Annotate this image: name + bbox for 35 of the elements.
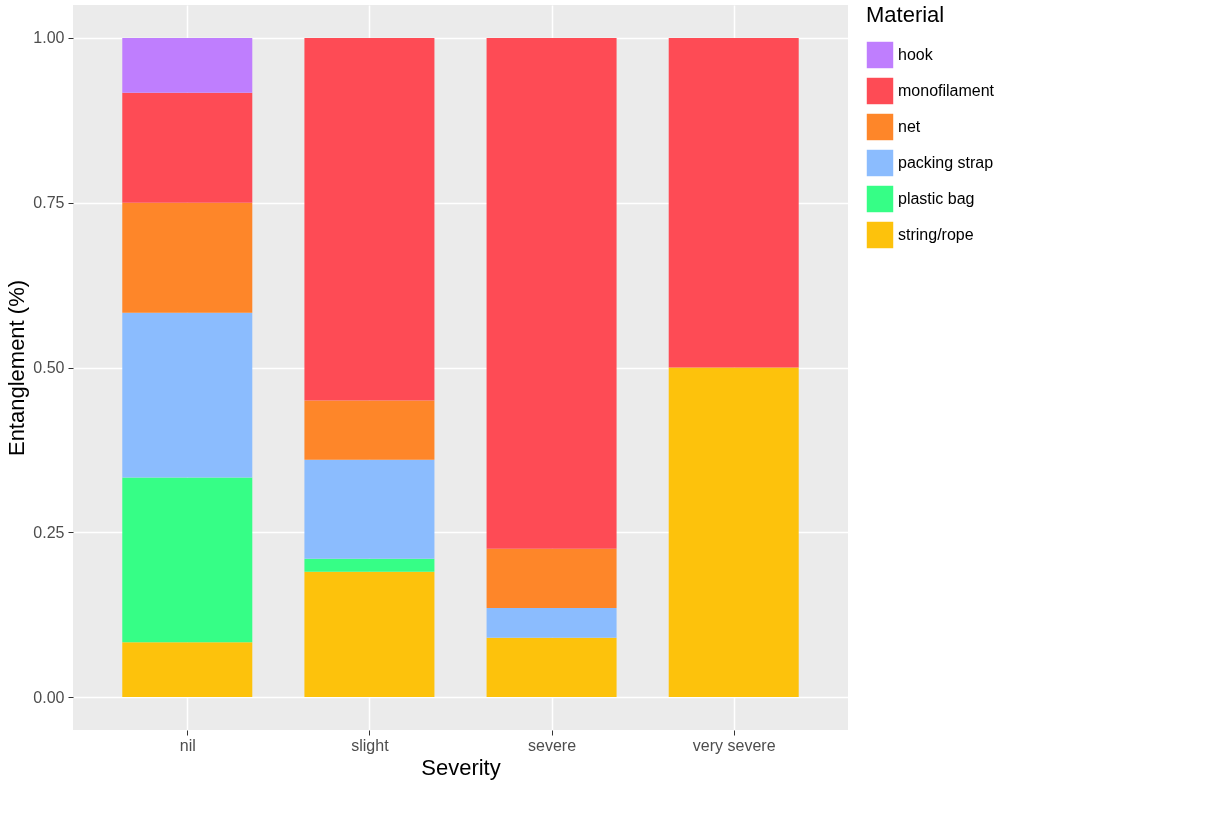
- bar: [122, 202, 253, 313]
- y-axis-title: Entanglement (%): [4, 279, 30, 457]
- bar: [122, 37, 253, 93]
- y-tick-label: 0.25: [33, 523, 65, 541]
- x-tick-label: severe: [528, 736, 577, 754]
- legend-label: plastic bag: [898, 190, 975, 207]
- bar: [486, 637, 617, 698]
- bar: [668, 367, 799, 698]
- legend-label: net: [898, 118, 921, 135]
- legend-label: monofilament: [898, 82, 995, 99]
- y-tick-label: 1.00: [33, 29, 65, 47]
- x-tick-label: slight: [351, 736, 390, 754]
- bar: [668, 37, 799, 368]
- y-tick-label: 0.50: [33, 359, 65, 376]
- bar: [304, 558, 435, 572]
- y-tick-label: 0.75: [33, 194, 65, 212]
- legend-title: Material: [866, 2, 945, 27]
- x-tick-label: very severe: [692, 736, 776, 754]
- bar: [304, 571, 435, 698]
- bar: [486, 37, 617, 549]
- x-axis-title: Severity: [421, 754, 501, 780]
- bar: [486, 548, 617, 609]
- bar: [122, 92, 253, 203]
- legend-label: string/rope: [898, 226, 974, 243]
- bar: [304, 37, 435, 401]
- bar: [122, 312, 253, 478]
- legend-label: packing strap: [898, 154, 994, 171]
- bar: [486, 608, 617, 638]
- x-tick-label: nil: [179, 736, 196, 754]
- bar: [122, 642, 253, 698]
- y-tick-label: 0.00: [33, 688, 65, 706]
- bar: [304, 400, 435, 460]
- bar: [122, 477, 253, 643]
- legend-label: hook: [898, 46, 934, 63]
- bar: [304, 459, 435, 559]
